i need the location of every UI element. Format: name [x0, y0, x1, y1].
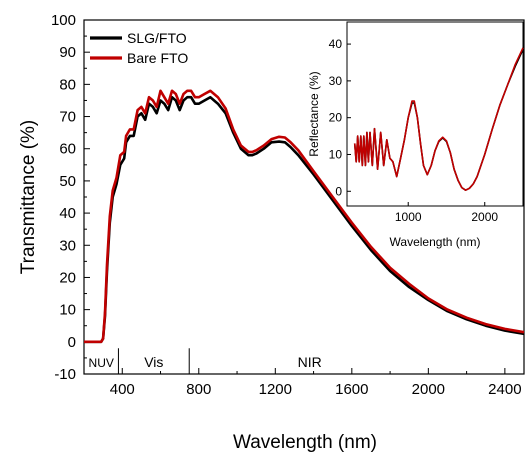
inset-y-axis-title: Reflectance (%) [307, 71, 321, 156]
inset-y-tick-label: 30 [329, 74, 343, 88]
legend-label-slg-fto: SLG/FTO [127, 30, 187, 46]
y-tick-label: 30 [59, 237, 76, 254]
y-tick-label: 0 [68, 334, 76, 351]
x-tick-label: 800 [186, 381, 211, 398]
main-y-axis-title: Transmittance (%) [18, 120, 39, 275]
main-y-ticks: -10 0 10 20 30 40 50 60 70 80 90 100 [51, 12, 90, 383]
inset-x-tick-label: 2000 [471, 210, 498, 224]
y-tick-label: 20 [59, 269, 76, 286]
x-tick-label: 1200 [259, 381, 292, 398]
inset-series-group [353, 47, 524, 191]
y-tick-label: 80 [59, 76, 76, 93]
region-label-nir: NIR [298, 354, 322, 370]
x-tick-label: 2000 [412, 381, 445, 398]
y-tick-label: 70 [59, 109, 76, 126]
main-x-axis-title: Wavelength (nm) [233, 432, 377, 453]
region-markers: NUV Vis NIR [89, 348, 322, 374]
x-tick-label: 2400 [488, 381, 521, 398]
y-tick-label: 10 [59, 302, 76, 319]
inset-y-tick-label: 40 [329, 37, 343, 51]
x-tick-label: 1600 [335, 381, 368, 398]
legend: SLG/FTO Bare FTO [90, 30, 188, 66]
y-tick-label: -10 [54, 366, 76, 383]
inset-y-tick-label: 20 [329, 111, 343, 125]
y-tick-label: 60 [59, 141, 76, 158]
inset-x-axis-title: Wavelength (nm) [390, 235, 481, 249]
x-tick-label: 400 [110, 381, 135, 398]
inset-y-tick-label: 0 [335, 184, 342, 198]
y-tick-label: 50 [59, 173, 76, 190]
series-line-bare-fto [84, 89, 525, 344]
inset-x-ticks: 1000 2000 [395, 202, 498, 224]
inset-y-ticks: 0 10 20 30 40 [329, 37, 351, 198]
main-series-group [84, 89, 525, 344]
region-label-vis: Vis [144, 354, 163, 370]
main-x-ticks: 400 800 1200 1600 2000 2400 [110, 368, 522, 398]
y-tick-label: 90 [59, 44, 76, 61]
y-tick-label: 100 [51, 12, 76, 29]
region-label-nuv: NUV [89, 356, 114, 370]
inset-x-tick-label: 1000 [395, 210, 422, 224]
legend-label-bare-fto: Bare FTO [127, 50, 188, 66]
inset-y-tick-label: 10 [329, 147, 343, 161]
y-tick-label: 40 [59, 205, 76, 222]
inset-plot-frame [346, 21, 524, 207]
inset-background [347, 22, 523, 206]
inset-series-line-2 [353, 47, 524, 191]
